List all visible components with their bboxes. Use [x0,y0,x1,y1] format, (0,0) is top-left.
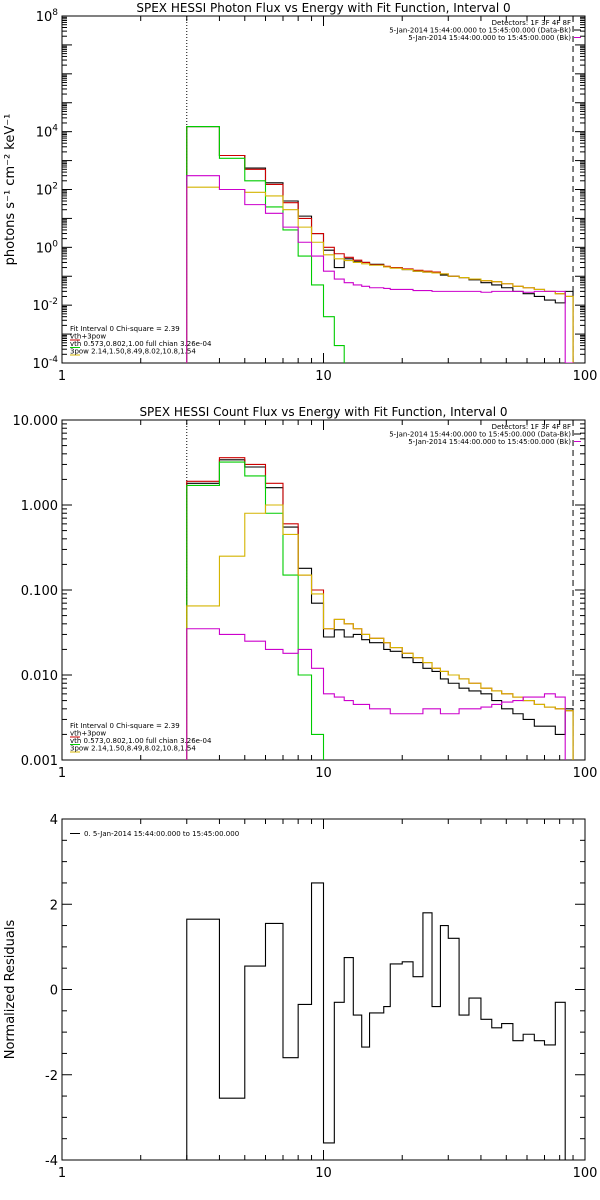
x-tick-label: 10 [315,1166,332,1181]
y-tick-label: 4 [50,813,58,828]
legend-entry: vth 0.573,0.802,1.00 full chian 3.26e-04 [70,737,212,745]
y-tick-label: 10-4 [32,355,58,372]
legend-entry: 3pow 2.14,1.50,8.49,8.02,10.8,1.54 [70,348,196,356]
chart-title: SPEX HESSI Photon Flux vs Energy with Fi… [136,1,510,15]
y-tick-exponent: -4 [49,355,58,365]
legend-entry: Fit Interval 0 Chi-square = 2.39 [70,325,180,333]
legend-entry: 3pow 2.14,1.50,8.49,8.02,10.8,1.54 [70,745,196,753]
chart-3: 1 10 100 -4 -2 0 2 4 Normalized Residuals 0. 5-Ja… [3,813,597,1181]
y-tick-exponent: 4 [52,124,58,134]
series-line-2 [186,457,574,760]
y-tick-base: 10 [36,126,53,141]
chart-1: SPEX HESSI Photon Flux vs Energy with Fi… [3,1,598,384]
y-tick-label: 0.100 [21,584,58,599]
legend-entry: vth 0.573,0.802,1.00 full chian 3.26e-04 [70,340,212,348]
y-tick-label: 108 [36,8,59,25]
y-tick-label: 0.010 [21,669,58,684]
series-group [186,882,574,1160]
series-line-1 [186,882,574,1160]
y-tick-label: 1.000 [21,499,58,514]
y-tick-base: 10 [32,357,49,372]
y-tick-exponent: 8 [52,8,58,18]
header-line: Detectors: 1F 3F 4F 8F [492,423,571,431]
y-tick-label: 2 [50,898,58,913]
x-tick-label: 10 [315,369,332,384]
legend-entry: vth+3pow [70,730,106,738]
series-line-5 [186,175,574,363]
y-tick-label: -4 [45,1154,58,1169]
legend-entry: vth+3pow [70,333,106,341]
x-tick-label: 100 [573,369,598,384]
header-line: 5-Jan-2014 15:44:00.000 to 15:45:00.000 … [408,438,571,446]
chart-2: SPEX HESSI Count Flux vs Energy with Fit… [13,405,598,781]
y-tick-base: 10 [36,241,53,256]
x-tick-label: 1 [58,766,66,781]
legend-entry: 0. 5-Jan-2014 15:44:00.000 to 15:45:00.0… [84,830,239,838]
y-tick-base: 10 [36,10,53,25]
y-tick-label: 10.000 [13,414,59,429]
x-tick-label: 10 [315,766,332,781]
y-tick-label: 100 [36,239,59,256]
series-group [186,457,574,760]
x-tick-label: 100 [573,1166,598,1181]
y-axis-label: Normalized Residuals [3,920,18,1060]
x-tick-label: 100 [573,766,598,781]
header-line: Detectors: 1F 3F 4F 8F [492,19,571,27]
series-line-1 [186,459,574,760]
y-tick-exponent: 0 [52,239,58,249]
x-tick-label: 1 [58,369,66,384]
y-axis-label: photons s⁻¹ cm⁻² keV⁻¹ [3,114,18,266]
series-line-5 [186,628,566,760]
x-tick-label: 1 [58,1166,66,1181]
header-line: 5-Jan-2014 15:44:00.000 to 15:45:00.000 … [389,431,571,439]
series-line-4 [186,186,574,363]
chart-title: SPEX HESSI Count Flux vs Energy with Fit… [139,405,507,419]
y-tick-label: -2 [45,1069,58,1084]
header-line: 5-Jan-2014 15:44:00.000 to 15:45:00.000 … [408,34,571,42]
y-tick-label: 102 [36,182,58,199]
y-tick-label: 0 [50,984,58,999]
y-tick-label: 0.001 [21,754,58,769]
header-line: 5-Jan-2014 15:44:00.000 to 15:45:00.000 … [389,27,571,35]
y-tick-label: 104 [36,124,59,141]
y-tick-exponent: -2 [49,297,58,307]
series-group [186,126,574,363]
legend-entry: Fit Interval 0 Chi-square = 2.39 [70,722,180,730]
y-tick-base: 10 [32,299,49,314]
y-tick-exponent: 2 [52,182,58,192]
y-tick-label: 10-2 [32,297,58,314]
y-tick-base: 10 [36,184,53,199]
